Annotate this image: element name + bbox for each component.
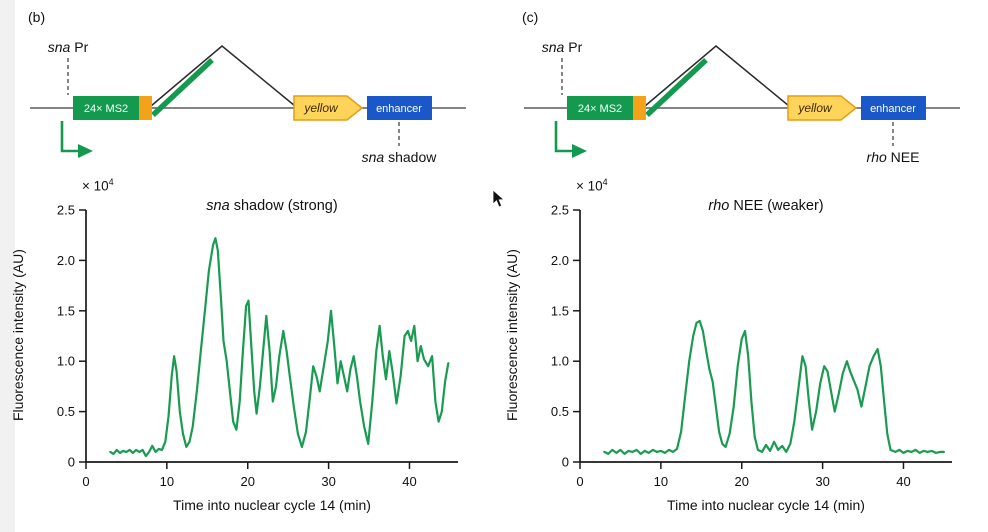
svg-text:0: 0 (562, 455, 569, 470)
x-axis-label: Time into nuclear cycle 14 (min) (667, 497, 865, 513)
svg-text:10: 10 (654, 474, 668, 489)
svg-text:0: 0 (82, 474, 89, 489)
svg-text:2.0: 2.0 (551, 253, 569, 268)
intron-green-segment (151, 57, 214, 118)
intron-bend-line (150, 45, 296, 107)
svg-text:1.5: 1.5 (57, 303, 75, 318)
panel-label: (b) (28, 9, 45, 25)
svg-text:20: 20 (735, 474, 749, 489)
intron-green-segment (645, 57, 708, 118)
svg-text:0.5: 0.5 (57, 404, 75, 419)
enhancer-box (861, 96, 926, 120)
svg-text:0: 0 (68, 455, 75, 470)
gene-label: yellow (303, 101, 339, 115)
y-scale-label: × 104 (576, 177, 608, 194)
ms2-box (73, 96, 139, 120)
svg-text:0.5: 0.5 (551, 404, 569, 419)
ms2-linker (139, 96, 152, 120)
ms2-linker (633, 96, 646, 120)
svg-text:2.5: 2.5 (551, 203, 569, 218)
fluorescence-chart: 0 10 20 30 40 0 0.5 1.0 1.5 2.0 2.5 (551, 203, 952, 489)
y-scale-label: × 104 (82, 177, 114, 194)
chart-title: sna shadow (strong) (206, 198, 338, 214)
svg-text:1.0: 1.0 (57, 354, 75, 369)
svg-text:1.5: 1.5 (551, 303, 569, 318)
enhancer-label: enhancer (376, 103, 422, 115)
promoter-label: sna Pr (542, 39, 583, 55)
svg-text:10: 10 (160, 474, 174, 489)
gene-box-yellow (293, 95, 364, 121)
enhancer-name: sna shadow (362, 149, 438, 165)
fluorescence-chart: 0 10 20 30 40 0 0.5 1.0 1.5 2.0 2.5 (57, 203, 458, 489)
svg-text:30: 30 (815, 474, 829, 489)
svg-text:20: 20 (241, 474, 255, 489)
gene-label: yellow (797, 101, 833, 115)
mouse-cursor (492, 189, 505, 208)
svg-text:1.0: 1.0 (551, 354, 569, 369)
arrow-head-icon (572, 144, 587, 158)
transcription-start-arrow-icon (554, 121, 574, 153)
transcription-start-arrow-icon (60, 121, 80, 153)
svg-text:30: 30 (321, 474, 335, 489)
svg-text:0: 0 (576, 474, 583, 489)
chart-title: rho NEE (weaker) (708, 198, 824, 214)
ms2-label: 24× MS2 (578, 103, 622, 115)
intron-bend-line (644, 45, 790, 107)
panel-c: (c) sna Pr 24× MS2 yellow enhancer rho N… (494, 0, 988, 532)
enhancer-name: rho NEE (867, 149, 920, 165)
svg-text:40: 40 (402, 474, 416, 489)
left-edge-strip (0, 0, 15, 532)
panel-b: (b) sna Pr 24× MS2 yellow enhancer sna s… (10, 9, 466, 513)
promoter-label: sna Pr (48, 39, 89, 55)
gene-box-yellow (787, 95, 858, 121)
arrow-head-icon (78, 144, 93, 158)
panel-label: (c) (522, 9, 538, 25)
enhancer-box (367, 96, 432, 120)
enhancer-label: enhancer (870, 103, 916, 115)
construct-diagram: (c) sna Pr 24× MS2 yellow enhancer rho N… (522, 9, 960, 165)
x-axis-label: Time into nuclear cycle 14 (min) (173, 497, 371, 513)
svg-text:2.5: 2.5 (57, 203, 75, 218)
ms2-box (567, 96, 633, 120)
svg-text:2.0: 2.0 (57, 253, 75, 268)
ms2-label: 24× MS2 (84, 103, 128, 115)
construct-diagram: (b) sna Pr 24× MS2 yellow enhancer sna s… (28, 9, 466, 165)
svg-text:40: 40 (896, 474, 910, 489)
